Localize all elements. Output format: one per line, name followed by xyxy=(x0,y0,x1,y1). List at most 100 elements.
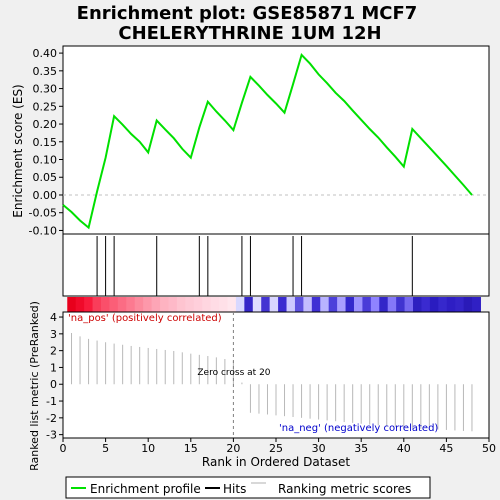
heatbar-cell xyxy=(252,297,262,312)
metric-y-tick-label: 1 xyxy=(50,361,57,374)
x-tick-label: 10 xyxy=(141,442,155,455)
heatbar-cell xyxy=(345,297,355,312)
chart-title-line2: CHELERYTHRINE 1UM 12H xyxy=(118,23,381,44)
heatbar-cell xyxy=(379,297,389,312)
heatbar-cell xyxy=(168,297,178,312)
heatbar-cell xyxy=(413,297,422,312)
ranking-heatbar xyxy=(67,297,481,312)
heatbar-cell xyxy=(311,297,321,312)
heatbar-cell xyxy=(109,297,119,312)
es-y-tick-label: 0.30 xyxy=(33,83,58,96)
heatbar-cell xyxy=(320,297,330,312)
metric-y-tick-label: 0 xyxy=(50,378,57,391)
heatbar-cell xyxy=(337,297,347,312)
hits-panel xyxy=(62,233,490,297)
heatbar-cell xyxy=(193,297,203,312)
heatbar-cell xyxy=(294,297,304,312)
es-y-tick-label: 0.25 xyxy=(33,100,58,113)
hits-group xyxy=(96,236,413,296)
enrichment-profile-line xyxy=(62,52,473,230)
zero-cross-label: Zero cross at 20 xyxy=(197,368,270,378)
x-tick-label: 50 xyxy=(482,442,496,455)
heatbar-cell xyxy=(472,297,481,312)
heatbar-cell xyxy=(202,297,212,312)
legend-ranking-label: Ranking metric scores xyxy=(278,482,411,496)
metric-y-tick-label: 3 xyxy=(50,328,57,341)
heatbar-cell xyxy=(126,297,136,312)
x-tick-label: 45 xyxy=(439,442,453,455)
heatbar-cell xyxy=(463,297,473,312)
heatbar-cell xyxy=(396,297,406,312)
heatbar-cell xyxy=(160,297,169,312)
es-y-tick-label: 0.35 xyxy=(33,65,58,78)
x-tick-label: 35 xyxy=(354,442,368,455)
x-axis: 0 5 10 15 20 25 30 35 40 45 50 xyxy=(60,438,496,455)
metric-y-tick-label: 4 xyxy=(50,311,57,324)
metric-y-axis: -3 -2 -1 0 1 2 3 4 xyxy=(46,311,63,442)
heatbar-cell xyxy=(176,297,186,312)
metric-y-axis-label: Ranked list metric (PreRanked) xyxy=(28,301,41,471)
x-tick-label: 25 xyxy=(269,442,283,455)
heatbar-cell xyxy=(303,297,313,312)
heatbar-cell xyxy=(210,297,220,312)
metric-y-tick-label: 2 xyxy=(50,345,57,358)
legend-enrichment-label: Enrichment profile xyxy=(90,482,201,496)
x-tick-label: 15 xyxy=(184,442,198,455)
heatbar-cell xyxy=(438,297,448,312)
heatbar-cell xyxy=(235,297,245,312)
heatbar-cell xyxy=(278,297,288,312)
heatbar-cell xyxy=(353,297,363,312)
es-y-tick-label: 0.05 xyxy=(33,171,58,184)
heatbar-cell xyxy=(67,297,77,312)
heatbar-cell xyxy=(219,297,228,312)
es-y-tick-label: 0.15 xyxy=(33,136,58,149)
heatbar-cell xyxy=(117,297,127,312)
heatbar-cell xyxy=(429,297,439,312)
es-y-tick-label: 0.20 xyxy=(33,118,58,131)
es-y-tick-label: 0.00 xyxy=(33,189,58,202)
chart-title-line1: Enrichment plot: GSE85871 MCF7 xyxy=(77,3,418,24)
heatbar-cell xyxy=(185,297,195,312)
x-tick-label: 0 xyxy=(60,442,67,455)
heatbar-cell xyxy=(151,297,161,312)
es-y-tick-label: -0.10 xyxy=(29,224,57,237)
heatbar-cell xyxy=(387,297,397,312)
es-y-tick-label: 0.40 xyxy=(33,47,58,60)
legend-box xyxy=(65,476,431,499)
heatbar-cell xyxy=(143,297,153,312)
heatbar-cell xyxy=(286,297,296,312)
x-tick-label: 5 xyxy=(102,442,109,455)
es-y-tick-label: -0.05 xyxy=(29,207,57,220)
metric-y-tick-label: -2 xyxy=(46,412,57,425)
heatbar-cell xyxy=(75,297,85,312)
heatbar-cell xyxy=(455,297,465,312)
x-tick-label: 40 xyxy=(397,442,411,455)
neg-correlated-label: 'na_neg' (negatively correlated) xyxy=(279,423,438,434)
x-axis-label: Rank in Ordered Dataset xyxy=(202,455,350,469)
heatbar-cell xyxy=(404,297,414,312)
metric-panel xyxy=(62,311,490,439)
heatbar-cell xyxy=(269,297,279,312)
metric-y-tick-label: -1 xyxy=(46,395,57,408)
x-tick-label: 30 xyxy=(312,442,326,455)
heatbar-cell xyxy=(134,297,144,312)
metric-bars-group xyxy=(71,333,473,432)
legend-hits-label: Hits xyxy=(223,482,246,496)
heatbar-cell xyxy=(261,297,271,312)
es-panel xyxy=(62,45,490,235)
x-tick-label: 20 xyxy=(226,442,240,455)
heatbar-cell xyxy=(227,297,237,312)
pos-correlated-label: 'na_pos' (positively correlated) xyxy=(68,313,222,324)
heatbar-cell xyxy=(84,297,94,312)
heatbar-cell xyxy=(370,297,380,312)
metric-y-tick-label: -3 xyxy=(46,429,57,442)
heatbar-cell xyxy=(362,297,372,312)
heatbar-cell xyxy=(92,297,102,312)
es-y-tick-label: 0.10 xyxy=(33,154,58,167)
es-y-axis-label: Enrichment score (ES) xyxy=(11,84,25,217)
heatbar-cell xyxy=(446,297,456,312)
heatbar-cell xyxy=(328,297,338,312)
heatbar-cell xyxy=(244,297,254,312)
